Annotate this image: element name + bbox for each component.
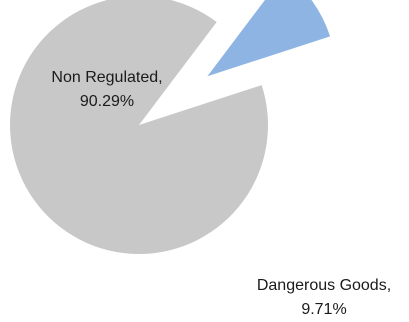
pie-slice-non-regulated [10, 0, 268, 254]
slices-layer [10, 0, 331, 254]
slice-label-non-regulated-value: 90.29% [80, 93, 134, 110]
labels-layer: Non Regulated, 90.29% Dangerous Goods, 9… [51, 69, 391, 318]
pie-slice-dangerous-goods [207, 0, 331, 77]
slice-label-dangerous-goods-name: Dangerous Goods, [257, 277, 391, 294]
slice-label-dangerous-goods-value: 9.71% [301, 301, 346, 318]
slice-label-non-regulated-name: Non Regulated, [51, 69, 162, 86]
